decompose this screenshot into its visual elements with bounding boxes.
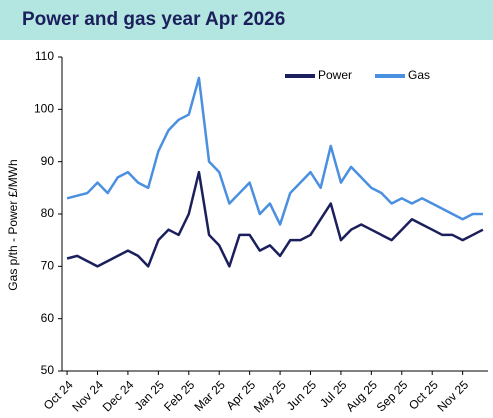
line-series bbox=[66, 170, 484, 268]
y-tick-label: 90 bbox=[41, 154, 55, 168]
y-tick-label: 110 bbox=[35, 49, 54, 63]
x-tick-label: Sep 25 bbox=[374, 377, 411, 414]
x-tick-label: Oct 25 bbox=[406, 377, 441, 412]
y-tick-label: 50 bbox=[41, 363, 55, 377]
y-tick-label: 80 bbox=[41, 206, 55, 220]
x-tick-label: Feb 25 bbox=[161, 377, 198, 414]
x-tick-label: Jan 25 bbox=[132, 377, 168, 413]
legend-label: Power bbox=[318, 68, 352, 82]
page-title: Power and gas year Apr 2026 bbox=[0, 0, 493, 40]
x-tick-label: Dec 24 bbox=[100, 377, 137, 414]
y-axis-label: Gas p/th - Power £/MWh bbox=[6, 159, 20, 290]
legend-label: Gas bbox=[408, 68, 430, 82]
x-tick-label: Aug 25 bbox=[343, 377, 380, 414]
y-tick-label: 100 bbox=[34, 102, 54, 116]
x-tick-label: Nov 25 bbox=[434, 377, 471, 414]
y-tick-label: 70 bbox=[41, 259, 55, 273]
x-tick-label: Jun 25 bbox=[284, 377, 320, 413]
x-tick-label: May 25 bbox=[251, 377, 289, 415]
line-series bbox=[66, 76, 483, 226]
x-tick-label: Mar 25 bbox=[192, 377, 229, 414]
y-tick-label: 60 bbox=[41, 311, 55, 325]
x-tick-label: Oct 24 bbox=[41, 377, 76, 412]
x-tick-label: Nov 24 bbox=[69, 377, 106, 414]
